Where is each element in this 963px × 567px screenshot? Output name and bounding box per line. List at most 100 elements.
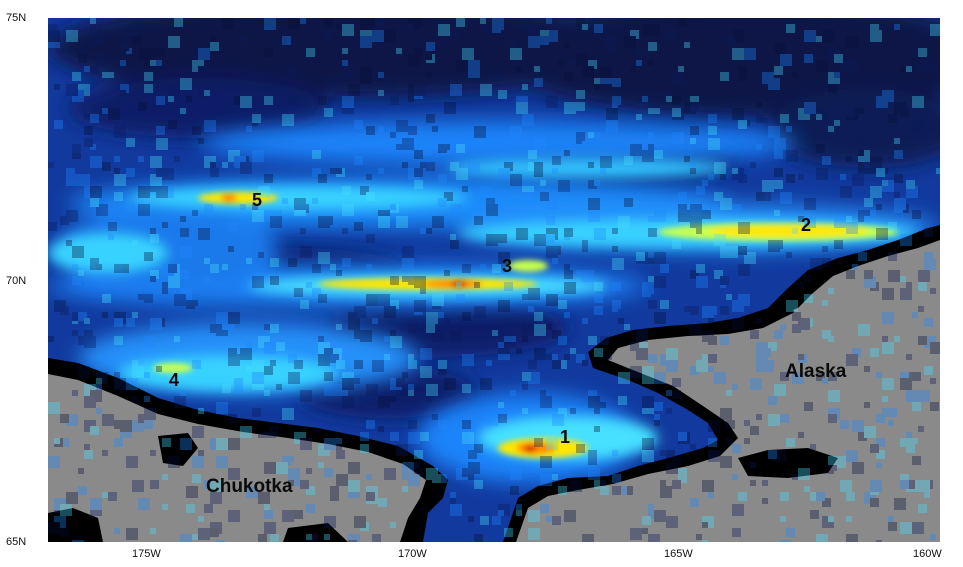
speckle-pixel bbox=[678, 432, 687, 441]
speckle-pixel bbox=[468, 66, 480, 78]
speckle-pixel bbox=[726, 438, 732, 444]
speckle-pixel bbox=[360, 444, 369, 453]
speckle-pixel bbox=[738, 294, 750, 306]
speckle-pixel bbox=[846, 60, 858, 72]
speckle-pixel bbox=[414, 54, 420, 60]
speckle-pixel bbox=[228, 438, 240, 450]
speckle-pixel bbox=[894, 498, 906, 510]
speckle-pixel bbox=[564, 228, 573, 237]
speckle-pixel bbox=[354, 156, 363, 165]
speckle-pixel bbox=[264, 522, 276, 534]
speckle-pixel bbox=[594, 132, 600, 138]
speckle-pixel bbox=[708, 450, 720, 462]
speckle-pixel bbox=[732, 474, 738, 480]
speckle-pixel bbox=[240, 36, 246, 42]
speckle-pixel bbox=[834, 216, 846, 228]
speckle-pixel bbox=[510, 390, 516, 396]
speckle-pixel bbox=[258, 336, 270, 348]
speckle-pixel bbox=[102, 72, 108, 78]
speckle-pixel bbox=[300, 18, 306, 24]
speckle-pixel bbox=[612, 258, 624, 270]
speckle-pixel bbox=[432, 216, 444, 228]
speckle-pixel bbox=[642, 366, 654, 378]
speckle-pixel bbox=[60, 528, 69, 537]
speckle-pixel bbox=[114, 420, 123, 429]
speckle-pixel bbox=[318, 96, 327, 105]
speckle-pixel bbox=[438, 174, 447, 183]
speckle-pixel bbox=[648, 354, 657, 363]
speckle-pixel bbox=[930, 342, 940, 354]
speckle-pixel bbox=[204, 276, 210, 282]
speckle-pixel bbox=[162, 264, 174, 276]
speckle-pixel bbox=[534, 162, 543, 171]
speckle-pixel bbox=[732, 30, 744, 42]
speckle-pixel bbox=[312, 264, 321, 273]
speckle-pixel bbox=[138, 204, 150, 216]
speckle-pixel bbox=[660, 450, 666, 456]
speckle-pixel bbox=[54, 84, 60, 90]
speckle-pixel bbox=[798, 468, 810, 480]
speckle-pixel bbox=[864, 402, 870, 408]
speckle-pixel bbox=[774, 42, 786, 54]
speckle-pixel bbox=[288, 354, 297, 363]
speckle-pixel bbox=[372, 300, 378, 306]
speckle-pixel bbox=[660, 264, 669, 273]
speckle-pixel bbox=[114, 528, 120, 534]
speckle-pixel bbox=[678, 468, 687, 477]
speckle-pixel bbox=[906, 480, 918, 492]
speckle-pixel bbox=[222, 384, 231, 393]
speckle-pixel bbox=[96, 54, 108, 66]
speckle-pixel bbox=[834, 120, 840, 126]
speckle-pixel bbox=[258, 186, 270, 198]
speckle-pixel bbox=[906, 372, 912, 378]
speckle-pixel bbox=[264, 492, 270, 498]
speckle-pixel bbox=[732, 48, 744, 60]
speckle-pixel bbox=[276, 384, 282, 390]
speckle-pixel bbox=[78, 84, 90, 96]
speckle-pixel bbox=[870, 348, 879, 357]
speckle-pixel bbox=[702, 516, 714, 528]
speckle-pixel bbox=[426, 72, 432, 78]
speckle-pixel bbox=[438, 312, 444, 318]
speckle-pixel bbox=[252, 408, 261, 417]
speckle-pixel bbox=[720, 246, 732, 258]
speckle-pixel bbox=[96, 36, 105, 45]
speckle-pixel bbox=[738, 72, 747, 81]
speckle-pixel bbox=[828, 462, 837, 471]
speckle-pixel bbox=[876, 414, 885, 423]
speckle-pixel bbox=[606, 42, 615, 51]
speckle-pixel bbox=[402, 276, 408, 282]
speckle-pixel bbox=[858, 150, 864, 156]
speckle-pixel bbox=[744, 120, 750, 126]
speckle-pixel bbox=[402, 246, 414, 258]
speckle-pixel bbox=[306, 504, 315, 513]
speckle-pixel bbox=[438, 420, 447, 429]
speckle-pixel bbox=[870, 162, 882, 174]
speckle-pixel bbox=[654, 252, 666, 264]
speckle-pixel bbox=[702, 354, 708, 360]
map-panel: Chukotka Alaska 1 2 3 4 5 bbox=[48, 18, 940, 542]
speckle-pixel bbox=[282, 408, 294, 420]
speckle-pixel bbox=[258, 210, 270, 222]
speckle-pixel bbox=[672, 480, 681, 489]
speckle-pixel bbox=[168, 456, 180, 468]
speckle-pixel bbox=[666, 348, 678, 360]
speckle-pixel bbox=[180, 438, 192, 450]
speckle-pixel bbox=[858, 210, 870, 222]
speckle-pixel bbox=[642, 282, 654, 294]
lon-tick-160w: 160W bbox=[913, 548, 942, 560]
speckle-pixel bbox=[150, 450, 156, 456]
speckle-pixel bbox=[102, 312, 108, 318]
speckle-pixel bbox=[210, 492, 222, 504]
speckle-pixel bbox=[252, 372, 264, 384]
speckle-pixel bbox=[870, 156, 882, 168]
speckle-pixel bbox=[324, 348, 330, 354]
speckle-pixel bbox=[786, 438, 795, 447]
speckle-pixel bbox=[342, 228, 348, 234]
speckle-pixel bbox=[546, 18, 552, 24]
speckle-pixel bbox=[300, 228, 306, 234]
speckle-pixel bbox=[612, 96, 621, 105]
speckle-pixel bbox=[642, 396, 654, 408]
speckle-pixel bbox=[354, 378, 360, 384]
speckle-pixel bbox=[102, 108, 108, 114]
